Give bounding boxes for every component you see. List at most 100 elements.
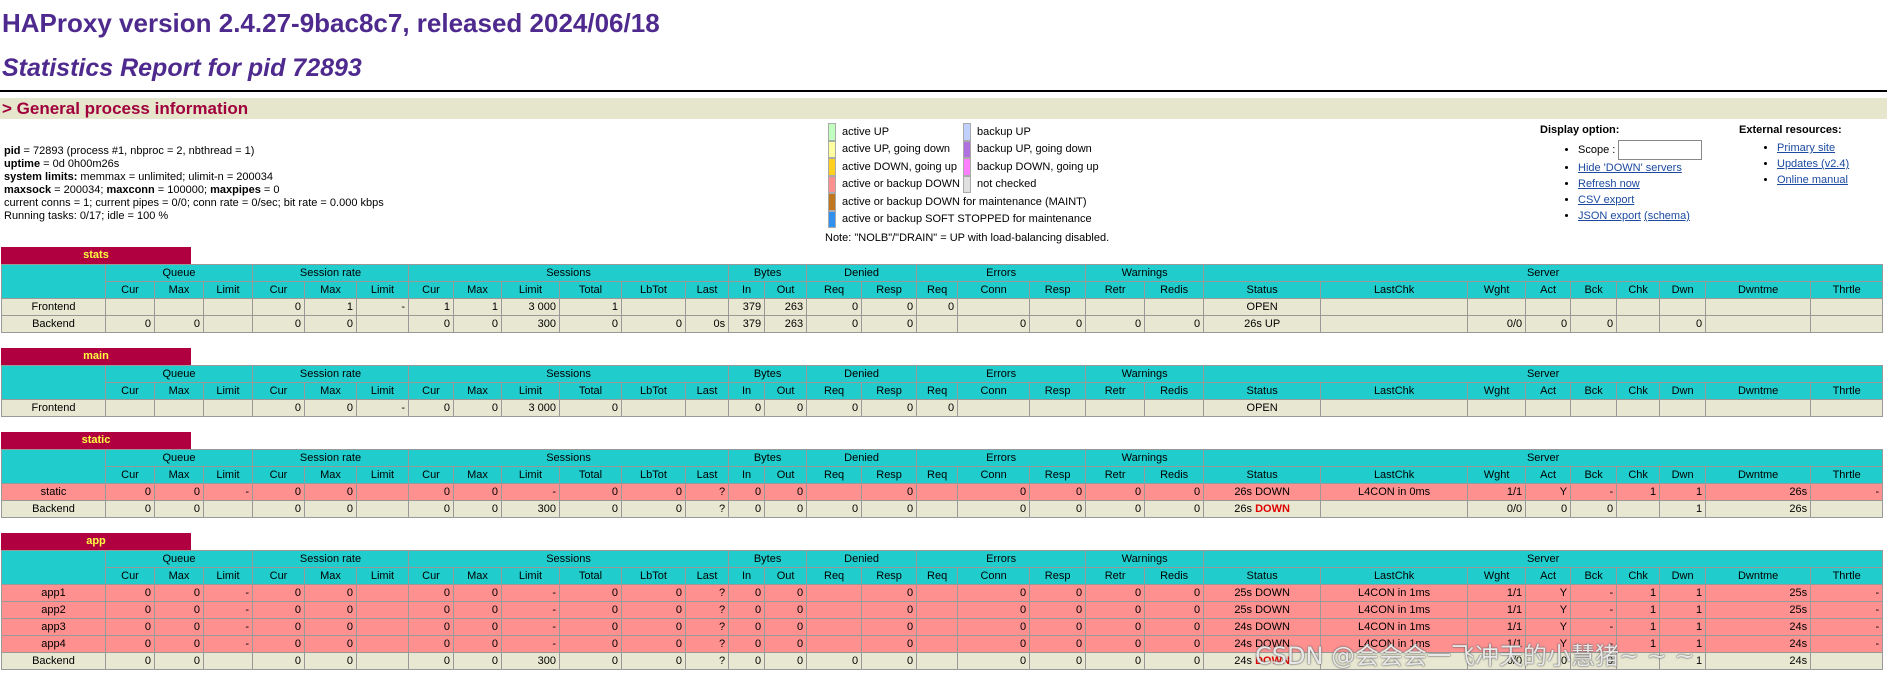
empty-cell — [1320, 652, 1469, 670]
status-cell: 26s DOWN — [1203, 500, 1322, 518]
display-link[interactable]: Hide 'DOWN' servers — [1578, 162, 1682, 174]
stat-cell: 0 — [861, 635, 918, 653]
group-header: Warnings — [1085, 264, 1205, 282]
column-header: Max — [154, 281, 204, 299]
column-header: In — [728, 466, 766, 484]
column-header: Resp — [1029, 466, 1087, 484]
external-link[interactable]: Online manual — [1777, 174, 1848, 186]
column-header: Conn — [957, 382, 1031, 400]
column-header: Total — [559, 382, 622, 400]
stat-cell: 300 — [501, 315, 560, 333]
info-line: current conns = 1; current pipes = 0/0; … — [4, 197, 384, 210]
stat-cell: 0 — [252, 635, 305, 653]
stat-cell: ? — [684, 601, 730, 619]
empty-cell — [203, 652, 253, 670]
stat-cell: 0 — [957, 584, 1031, 602]
stat-cell: 0 — [764, 483, 808, 501]
empty-cell — [1659, 298, 1707, 316]
column-header: Total — [559, 281, 622, 299]
scope-input[interactable] — [1618, 140, 1703, 160]
empty-cell — [916, 618, 959, 636]
legend-swatch — [828, 140, 836, 158]
empty-cell — [1320, 500, 1469, 518]
proxy-table: Queue Session rate Sessions Bytes Denied Erro… — [1, 550, 1884, 670]
column-header: Limit — [501, 382, 560, 400]
stat-cell: 3 000 — [501, 298, 560, 316]
group-header: Session rate — [252, 264, 409, 282]
info-line: maxsock = 200034; maxconn = 100000; maxp… — [4, 184, 384, 197]
stat-cell: 0 — [559, 618, 622, 636]
stat-cell: 0 — [1570, 652, 1618, 670]
external-link[interactable]: Updates (v2.4) — [1777, 158, 1850, 170]
stat-cell: 0 — [453, 315, 502, 333]
group-header: Warnings — [1085, 365, 1205, 383]
column-header: Cur — [105, 567, 155, 585]
row-name: app1 — [1, 584, 106, 602]
stat-cell: 0 — [1144, 315, 1205, 333]
group-header-row: Queue Session rate Sessions Bytes Denied Erro… — [1, 449, 1884, 484]
column-header: Thrtle — [1810, 382, 1884, 400]
display-item: Hide 'DOWN' servers — [1578, 160, 1702, 176]
external-link[interactable]: Primary site — [1777, 142, 1836, 154]
empty-cell — [916, 315, 959, 333]
group-header: Queue — [105, 365, 253, 383]
stat-cell: 0 — [453, 635, 502, 653]
stat-cell: 0 — [621, 601, 686, 619]
stat-cell: 0 — [1144, 500, 1205, 518]
column-header: Thrtle — [1810, 281, 1884, 299]
stat-cell: 0 — [1029, 652, 1087, 670]
display-link[interactable]: Refresh now — [1578, 178, 1640, 190]
column-header: Limit — [203, 466, 253, 484]
stat-cell: 0 — [1525, 652, 1572, 670]
empty-cell — [1525, 399, 1572, 417]
stat-cell: 0 — [252, 584, 305, 602]
display-link[interactable]: CSV export — [1578, 194, 1635, 206]
column-header: Dwntme — [1705, 382, 1812, 400]
group-header: Denied — [806, 550, 918, 568]
column-header: Max — [304, 382, 357, 400]
stat-cell: 1 — [1659, 500, 1707, 518]
page-subtitle: Statistics Report for pid 72893 — [2, 54, 362, 82]
stat-cell: 0 — [806, 652, 863, 670]
stat-cell: 26s DOWN — [1203, 483, 1322, 501]
stat-cell: 26s — [1705, 483, 1812, 501]
info-line: system limits: memmax = unlimited; ulimi… — [4, 171, 384, 184]
empty-cell — [916, 500, 959, 518]
stat-cell: ? — [684, 584, 730, 602]
json-export-link[interactable]: JSON export — [1578, 210, 1641, 222]
info-text: maxconn — [106, 184, 155, 196]
legend-swatch — [963, 123, 971, 141]
scope-item: Scope : — [1578, 140, 1703, 160]
stat-cell: 0 — [1085, 601, 1146, 619]
column-header: Cur — [252, 567, 305, 585]
column-header: Bck — [1570, 382, 1618, 400]
stat-cell: 0 — [408, 652, 454, 670]
info-line: pid = 72893 (process #1, nbproc = 2, nbt… — [4, 145, 384, 158]
legend-swatch — [828, 158, 836, 176]
column-header: Bck — [1570, 466, 1618, 484]
empty-cell — [1467, 298, 1527, 316]
column-header: Req — [916, 382, 959, 400]
stat-cell: Y — [1525, 635, 1572, 653]
stat-cell: ? — [684, 500, 730, 518]
empty-cell — [1029, 298, 1087, 316]
stat-cell: 0 — [453, 584, 502, 602]
stat-cell: 0 — [453, 601, 502, 619]
proxy-row: Frontend 0 1-1 1 3 000 1 379 263 0 0 0 OPEN — [1, 298, 1884, 316]
stat-cell: 0 — [304, 601, 357, 619]
stat-cell: 0 — [764, 399, 808, 417]
schema-link[interactable]: (schema) — [1644, 210, 1690, 222]
info-text: = 0d 0h00m26s — [40, 158, 120, 170]
column-header: Limit — [501, 281, 560, 299]
column-header: Dwntme — [1705, 466, 1812, 484]
info-text: current conns = 1; current pipes = 0/0; … — [4, 197, 384, 209]
group-header: Sessions — [407, 449, 730, 467]
column-header: Cur — [408, 382, 454, 400]
empty-cell — [1705, 399, 1812, 417]
group-header: Server — [1203, 449, 1884, 467]
stat-cell: - — [203, 601, 253, 619]
legend-item: active or backup DOWN for maintenance (M… — [828, 193, 1087, 211]
legend-column: backup UP backup UP, going down backup DOW… — [963, 123, 1163, 228]
empty-cell — [684, 298, 730, 316]
column-header: Resp — [861, 466, 918, 484]
